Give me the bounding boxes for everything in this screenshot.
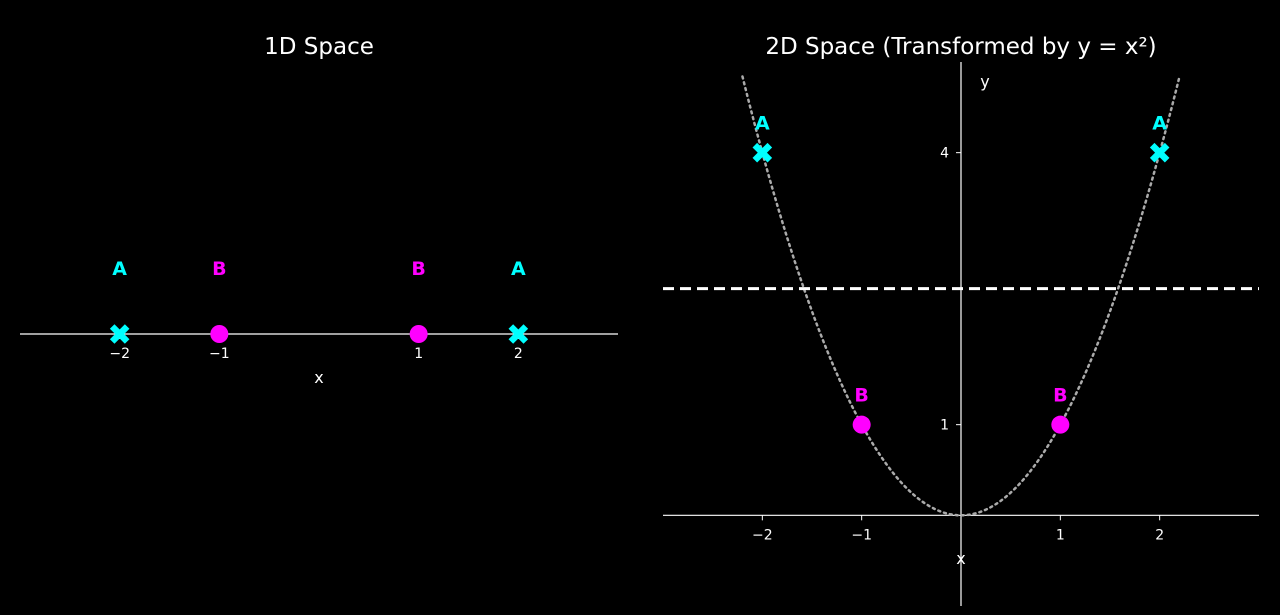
panel-1d: 1D Space x −2 −1 1 2 A A B B (20, 34, 618, 387)
parabola-curve (741, 75, 1181, 517)
panel-1d-plot-area: −2 −1 1 2 A A B B (20, 258, 618, 362)
point-a-x-icon-stroke-2 (508, 324, 529, 344)
point-label: B (411, 258, 425, 280)
y-tick-label: 4 (940, 146, 949, 162)
panel-1d-title: 1D Space (264, 34, 374, 60)
x-tick-label: 1 (414, 346, 423, 362)
point-label: A (511, 258, 526, 280)
point-a-x-icon (752, 142, 773, 163)
x-tick-label: −2 (752, 527, 773, 543)
point-b-circle-icon (409, 325, 428, 343)
point-b-circle-icon (1051, 415, 1070, 434)
point-a-x-icon (109, 324, 130, 344)
point-a-x-icon (508, 324, 529, 344)
panel-1d-x-axis-label: x (314, 368, 323, 387)
x-tick-label: 1 (1056, 527, 1065, 543)
panel-2d-plot-area: −2 −1 1 2 1 4 A A B B (663, 62, 1259, 606)
point-a-x-icon-stroke-2 (752, 142, 773, 163)
x-tick-label: −1 (851, 527, 872, 543)
panel-2d-title: 2D Space (Transformed by y = x²) (765, 34, 1156, 60)
x-tick-label: −2 (109, 346, 130, 362)
panel-2d: 2D Space (Transformed by y = x²) x y −2−… (663, 34, 1259, 606)
point-label: B (212, 258, 226, 280)
point-b-circle-icon (210, 325, 229, 343)
point-label: A (112, 258, 127, 280)
point-a-x-icon (1149, 142, 1170, 163)
point-label: B (854, 385, 868, 407)
point-b-circle-icon (852, 415, 871, 434)
point-label: B (1053, 385, 1067, 407)
point-a-x-icon-stroke-2 (1149, 142, 1170, 163)
point-a-x-icon-stroke-2 (109, 324, 130, 344)
point-label: A (1152, 113, 1167, 135)
panel-2d-y-axis-label: y (980, 72, 989, 91)
point-label: A (755, 113, 770, 135)
x-tick-label: 2 (514, 346, 523, 362)
x-tick-label: −1 (209, 346, 230, 362)
y-tick-label: 1 (940, 418, 949, 434)
x-tick-label: 2 (1155, 527, 1164, 543)
